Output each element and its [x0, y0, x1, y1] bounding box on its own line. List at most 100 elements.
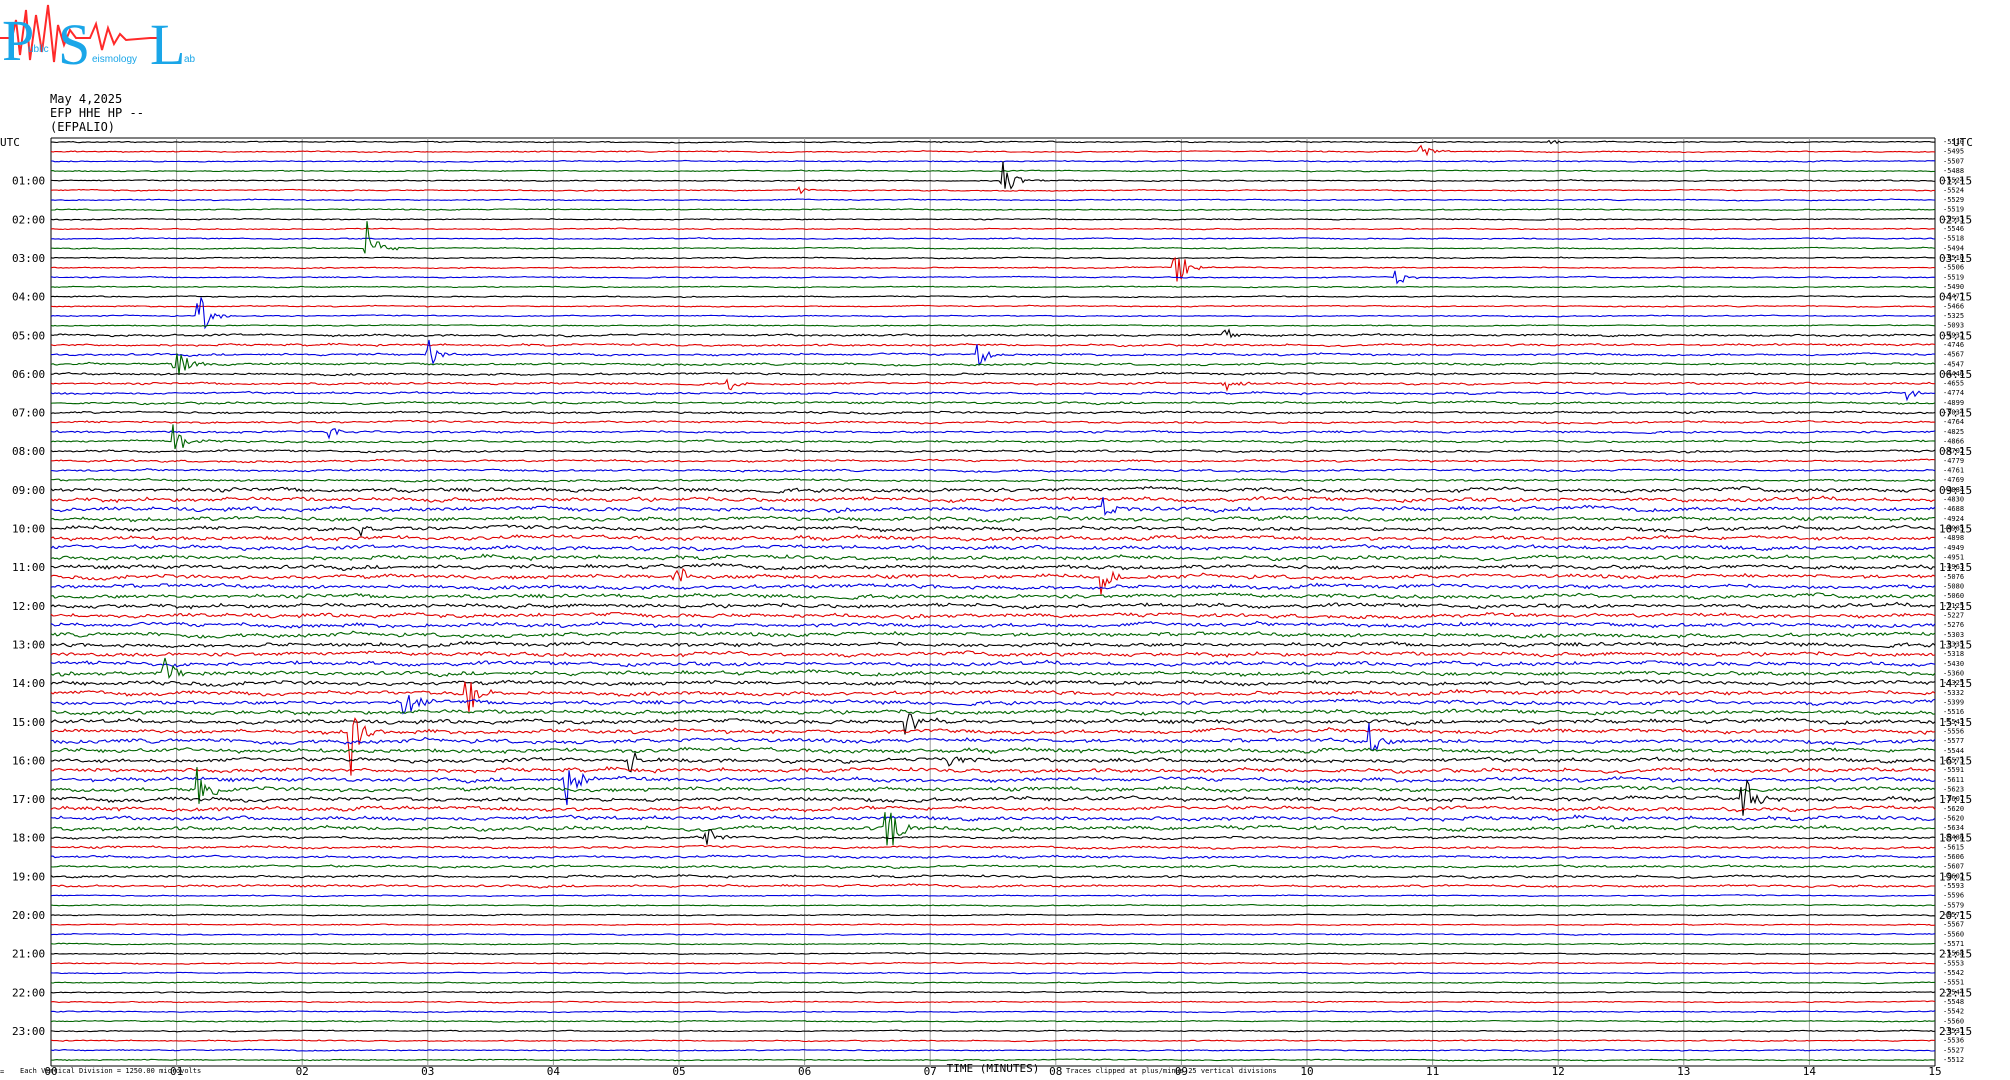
seismic-trace [51, 961, 1936, 965]
seismic-trace [50, 342, 1936, 348]
left-hour-label: 07:00 [12, 407, 45, 420]
seismic-trace [50, 477, 1936, 483]
seismic-traces [50, 139, 1936, 1062]
seismic-trace [50, 468, 1936, 473]
x-tick-label: 14 [1803, 1065, 1817, 1078]
logo-waveform [0, 4, 160, 63]
right-hour-label: 14:15 [1939, 677, 1972, 690]
trace-offset-label: -5542 [1943, 1008, 1964, 1016]
trace-offset-label: -4830 [1943, 496, 1964, 504]
trace-offset-label: -4655 [1943, 380, 1964, 388]
x-tick-label: 03 [421, 1065, 434, 1078]
trace-offset-label: -4761 [1943, 467, 1964, 475]
seismic-trace [50, 256, 1936, 282]
seismic-trace [50, 515, 1935, 523]
left-hour-label: 21:00 [12, 948, 45, 961]
seismic-trace [50, 353, 1936, 375]
trace-offset-label: -5577 [1943, 911, 1964, 919]
seismic-trace [50, 524, 1936, 538]
seismic-trace [50, 933, 1936, 936]
left-hour-label: 02:00 [12, 213, 45, 226]
seismic-trace [50, 650, 1936, 658]
logo-text-ab: ab [184, 54, 196, 65]
logo-letter-p: P [2, 8, 34, 70]
seismic-trace [50, 717, 1936, 776]
x-tick-label: 10 [1300, 1065, 1313, 1078]
trace-offset-label: -4779 [1943, 457, 1964, 465]
left-hour-label: 15:00 [12, 716, 45, 729]
seismic-trace [50, 778, 1936, 816]
seismic-trace [50, 295, 1935, 299]
seismic-trace [50, 913, 1936, 917]
seismic-trace [50, 237, 1936, 241]
seismic-trace [50, 873, 1936, 879]
seismic-trace [50, 883, 1936, 889]
right-hour-label: 17:15 [1939, 793, 1972, 806]
trace-offset-label: -5034 [1943, 409, 1964, 417]
seismic-trace [50, 217, 1936, 221]
seismic-trace [50, 770, 1936, 806]
trace-offset-label: -5093 [1943, 322, 1964, 330]
logo-text-ublic: ublic [28, 44, 49, 55]
x-tick-label: 00 [44, 1065, 57, 1078]
seismic-trace [50, 942, 1936, 946]
seismic-trace [50, 630, 1936, 639]
trace-offset-label: -5060 [1943, 592, 1964, 600]
trace-offset-label: -5579 [1943, 901, 1964, 909]
right-hour-label: 12:15 [1939, 600, 1972, 613]
right-hour-label: 16:15 [1939, 754, 1972, 767]
seismic-trace [50, 159, 1936, 163]
x-tick-label: 13 [1677, 1065, 1690, 1078]
right-hour-label: 06:15 [1939, 368, 1972, 381]
logo-letter-s: S [58, 12, 90, 70]
seismic-trace [50, 990, 1936, 994]
seismic-trace [50, 854, 1936, 860]
trace-offset-label: -5527 [1943, 1046, 1964, 1054]
trace-offset-label: -5560 [1943, 930, 1964, 938]
seismic-trace [50, 765, 1936, 774]
trace-offset-label: -5519 [1943, 206, 1964, 214]
left-hour-label: 12:00 [12, 600, 45, 613]
trace-offset-label: -5573 [1943, 756, 1964, 764]
trace-offset-label: -5488 [1943, 167, 1964, 175]
seismic-trace [51, 139, 1936, 145]
trace-offset-label: -5536 [1943, 1037, 1964, 1045]
trace-offset-label: -5543 [1943, 718, 1964, 726]
seismic-trace [50, 829, 1936, 845]
right-hour-label: 07:15 [1939, 407, 1972, 420]
seismic-trace [50, 844, 1936, 850]
seismic-trace [50, 567, 1936, 595]
trace-offset-label: -5325 [1943, 679, 1964, 687]
trace-offset-label: -4774 [1943, 389, 1964, 397]
trace-offset-label: -4567 [1943, 351, 1964, 359]
trace-offset-label: -4963 [1943, 563, 1964, 571]
seismic-trace [50, 297, 1936, 330]
trace-offset-label: -5303 [1943, 631, 1964, 639]
x-tick-label: 05 [672, 1065, 685, 1078]
trace-offset-label: -5335 [1943, 640, 1964, 648]
seismic-trace [50, 485, 1936, 494]
trace-offset-label: -5332 [1943, 689, 1964, 697]
trace-offset-label: -5318 [1943, 650, 1964, 658]
trace-offset-label: -5076 [1943, 573, 1964, 581]
seismic-trace [50, 1039, 1936, 1043]
trace-offset-label: -5276 [1943, 621, 1964, 629]
trace-offset-label: -4764 [1943, 418, 1964, 426]
seismic-trace [50, 543, 1936, 552]
seismic-trace [50, 256, 1936, 260]
left-hour-label: 13:00 [12, 638, 45, 651]
trace-offset-label: -5518 [1943, 235, 1964, 243]
seismic-trace [50, 695, 1936, 715]
trace-offset-label: -4866 [1943, 438, 1964, 446]
x-tick-label: 02 [296, 1065, 309, 1078]
seismic-trace [50, 390, 1936, 402]
trace-offset-label: -4951 [1943, 554, 1964, 562]
trace-offset-label: -5611 [1943, 776, 1964, 784]
left-hour-label: 09:00 [12, 484, 45, 497]
seismic-trace [50, 448, 1936, 454]
x-tick-label: 06 [798, 1065, 811, 1078]
trace-offset-label: -5560 [1943, 1017, 1964, 1025]
x-tick-label: 07 [924, 1065, 937, 1078]
trace-offset-label: -5486 [1943, 834, 1964, 842]
